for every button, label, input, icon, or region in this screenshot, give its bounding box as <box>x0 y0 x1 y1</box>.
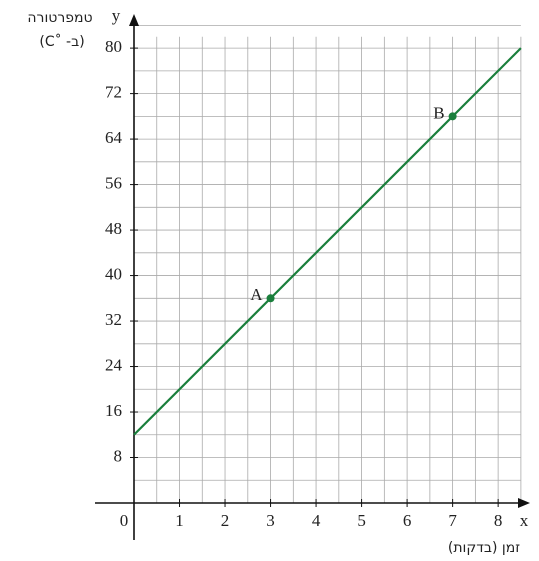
y-tick-label: 8 <box>114 446 123 465</box>
data-line <box>133 47 522 436</box>
x-tick-label: 8 <box>494 511 503 530</box>
y-axis-name: y <box>112 6 121 25</box>
y-tick-label: 48 <box>105 219 122 238</box>
x-tick-label: 2 <box>221 511 230 530</box>
y-axis-label: טמפרטורה <box>27 10 92 26</box>
x-tick-label: 6 <box>403 511 412 530</box>
y-tick-label: 64 <box>105 128 123 147</box>
y-tick-label: 56 <box>105 173 122 192</box>
y-tick-label: 32 <box>105 310 122 329</box>
data-point <box>266 294 275 303</box>
x-tick-label: 0 <box>120 511 129 530</box>
x-tick-label: 5 <box>357 511 366 530</box>
x-axis-label: זמן (בדקות) <box>448 540 520 556</box>
x-tick-label: 1 <box>175 511 184 530</box>
point-label: A <box>250 285 263 304</box>
x-arrow <box>518 498 530 508</box>
y-tick-label: 80 <box>105 37 122 56</box>
point-label: B <box>433 103 444 122</box>
x-tick-label: 4 <box>312 511 321 530</box>
x-axis-name: x <box>520 511 529 530</box>
data-point <box>448 112 457 121</box>
y-arrow <box>129 14 139 26</box>
y-axis-unit: (ב- ˚C) <box>39 33 84 50</box>
y-tick-label: 72 <box>105 83 122 102</box>
x-tick-label: 3 <box>266 511 275 530</box>
x-tick-label: 7 <box>448 511 457 530</box>
y-tick-label: 40 <box>105 264 122 283</box>
y-tick-label: 16 <box>105 401 122 420</box>
y-tick-label: 24 <box>105 355 123 374</box>
